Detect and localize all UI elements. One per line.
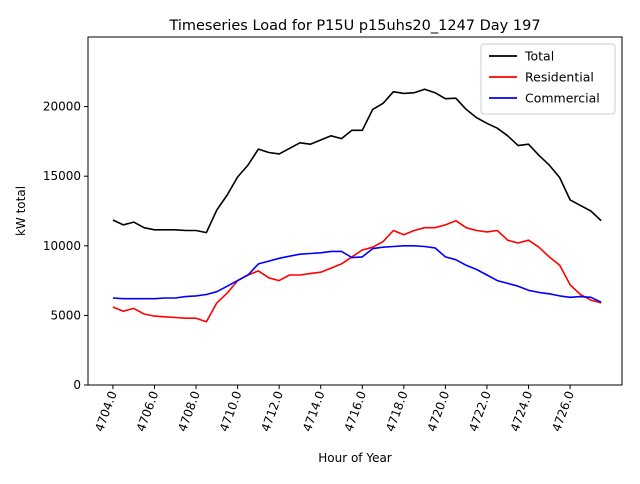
legend-label: Total (524, 49, 554, 64)
x-tick-label: 4716.0 (342, 389, 370, 433)
series-line-residential (112, 219, 602, 323)
y-tick-label: 5000 (50, 308, 81, 322)
x-tick-label: 4710.0 (217, 389, 245, 433)
plot-frame (87, 36, 623, 386)
x-tick-label: 4714.0 (300, 389, 328, 433)
x-tick-label: 4708.0 (175, 389, 203, 433)
x-tick-label: 4712.0 (258, 389, 286, 433)
legend-box (480, 43, 616, 115)
y-tick-label: 10000 (43, 239, 81, 253)
y-axis-label: kW total (14, 186, 28, 236)
x-tick-label: 4726.0 (549, 389, 577, 433)
y-tick-label: 15000 (43, 169, 81, 183)
x-tick-label: 4706.0 (134, 389, 162, 433)
x-tick-label: 4720.0 (425, 389, 453, 433)
legend-label: Residential (525, 70, 594, 85)
chart-title: Timeseries Load for P15U p15uhs20_1247 D… (168, 18, 540, 34)
y-tick-label: 20000 (43, 100, 81, 114)
legend: Total Residential Commercial (480, 43, 616, 115)
series-line-commercial (112, 245, 602, 303)
legend-label: Commercial (525, 91, 600, 106)
series-line-total (112, 88, 602, 234)
x-tick-label: 4718.0 (383, 389, 411, 433)
x-tick-label: 4704.0 (92, 389, 120, 433)
x-tick-label: 4724.0 (508, 389, 536, 433)
y-tick-label: 0 (73, 378, 81, 392)
x-tick-label: 4722.0 (466, 389, 494, 433)
x-axis-label: Hour of Year (318, 451, 392, 465)
